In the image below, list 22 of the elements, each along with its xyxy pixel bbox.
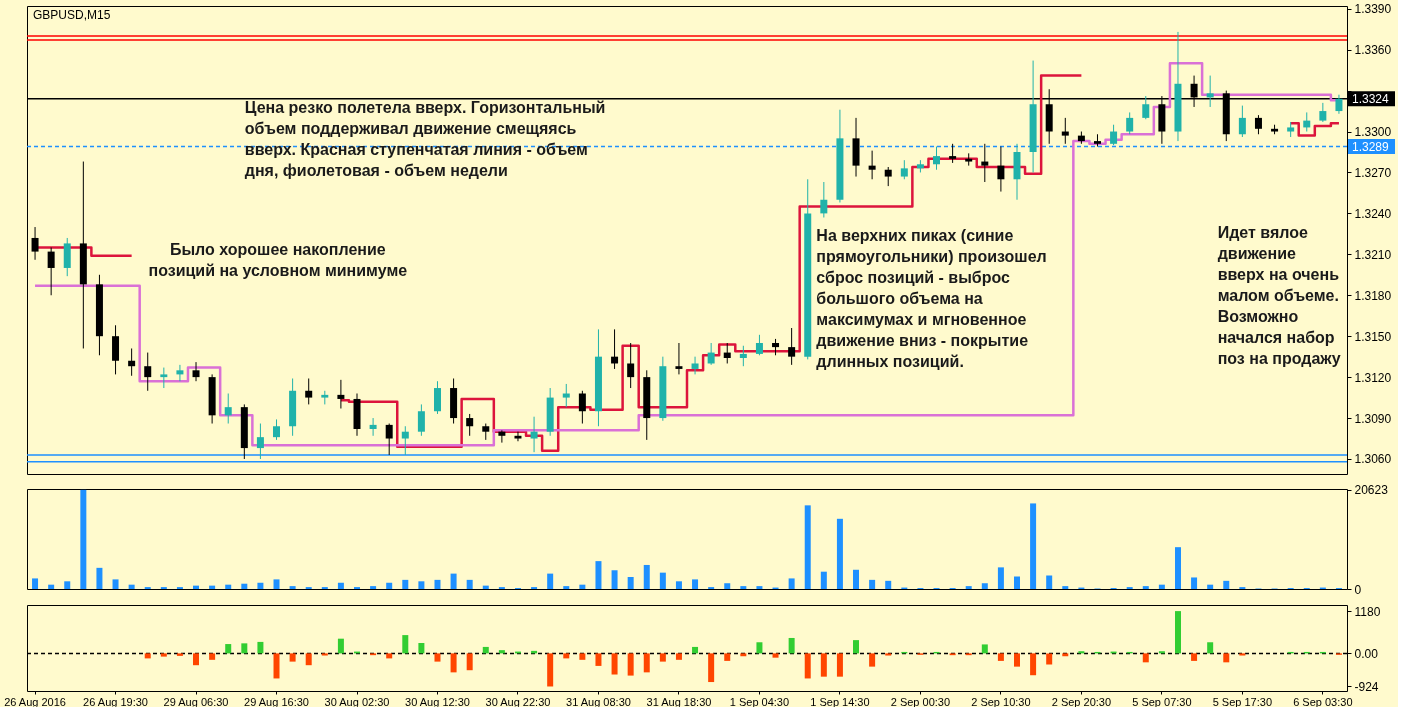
x-tick-label: 26 Aug 2016 [4, 695, 66, 707]
x-tick-label: 29 Aug 06:30 [163, 695, 229, 707]
x-tick-label: 5 Sep 17:30 [1212, 695, 1273, 707]
x-tick-label: 2 Sep 10:30 [971, 695, 1031, 707]
x-tick-label: 30 Aug 22:30 [485, 695, 551, 707]
x-tick-label: 2 Sep 20:30 [1051, 695, 1112, 707]
x-tick-label: 31 Aug 08:30 [566, 695, 631, 707]
x-tick-label: 30 Aug 12:30 [405, 695, 470, 707]
y-tick-label: -924 [1354, 679, 1379, 694]
x-tick-label: 31 Aug 18:30 [646, 695, 712, 707]
x-tick-label: 2 Sep 00:30 [890, 695, 951, 707]
x-tick-label: 1 Sep 04:30 [729, 695, 790, 707]
y-tick-label: 0.00 [1354, 646, 1379, 661]
x-tick-label: 6 Sep 03:30 [1293, 695, 1353, 707]
y-tick-label: 20623 [1354, 483, 1389, 498]
x-tick-label: 1 Sep 14:30 [810, 695, 870, 707]
y-tick-label: 1180 [1354, 604, 1381, 619]
x-tick-label: 5 Sep 07:30 [1132, 695, 1192, 707]
x-tick-label: 26 Aug 19:30 [83, 695, 148, 707]
x-tick-label: 30 Aug 02:30 [324, 695, 390, 707]
x-tick-label: 29 Aug 16:30 [244, 695, 309, 707]
y-tick-label: 0 [1354, 582, 1362, 597]
